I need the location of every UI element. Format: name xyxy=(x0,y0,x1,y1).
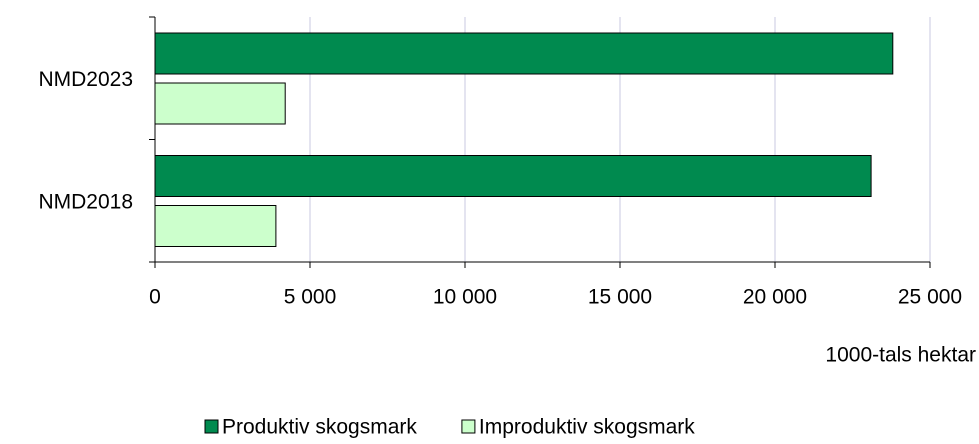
legend-swatch xyxy=(461,419,476,434)
x-tick-label: 20 000 xyxy=(743,286,807,309)
x-tick-label: 15 000 xyxy=(588,286,652,309)
bar xyxy=(154,32,894,75)
bar xyxy=(154,155,872,197)
x-axis-label: 1000-tals hektar xyxy=(825,344,976,367)
x-tick-label: 5 000 xyxy=(284,286,337,309)
legend-label: Improduktiv skogsmark xyxy=(479,416,695,439)
legend-swatch xyxy=(204,419,219,434)
y-tick-label: NMD2023 xyxy=(38,68,133,91)
legend-label: Produktiv skogsmark xyxy=(222,416,417,439)
x-tick-label: 25 000 xyxy=(898,286,962,309)
bar xyxy=(154,205,277,247)
x-tick-label: 10 000 xyxy=(433,286,497,309)
y-tick-label: NMD2018 xyxy=(38,190,133,213)
bar xyxy=(154,82,286,125)
x-tick-label: 0 xyxy=(149,286,161,309)
